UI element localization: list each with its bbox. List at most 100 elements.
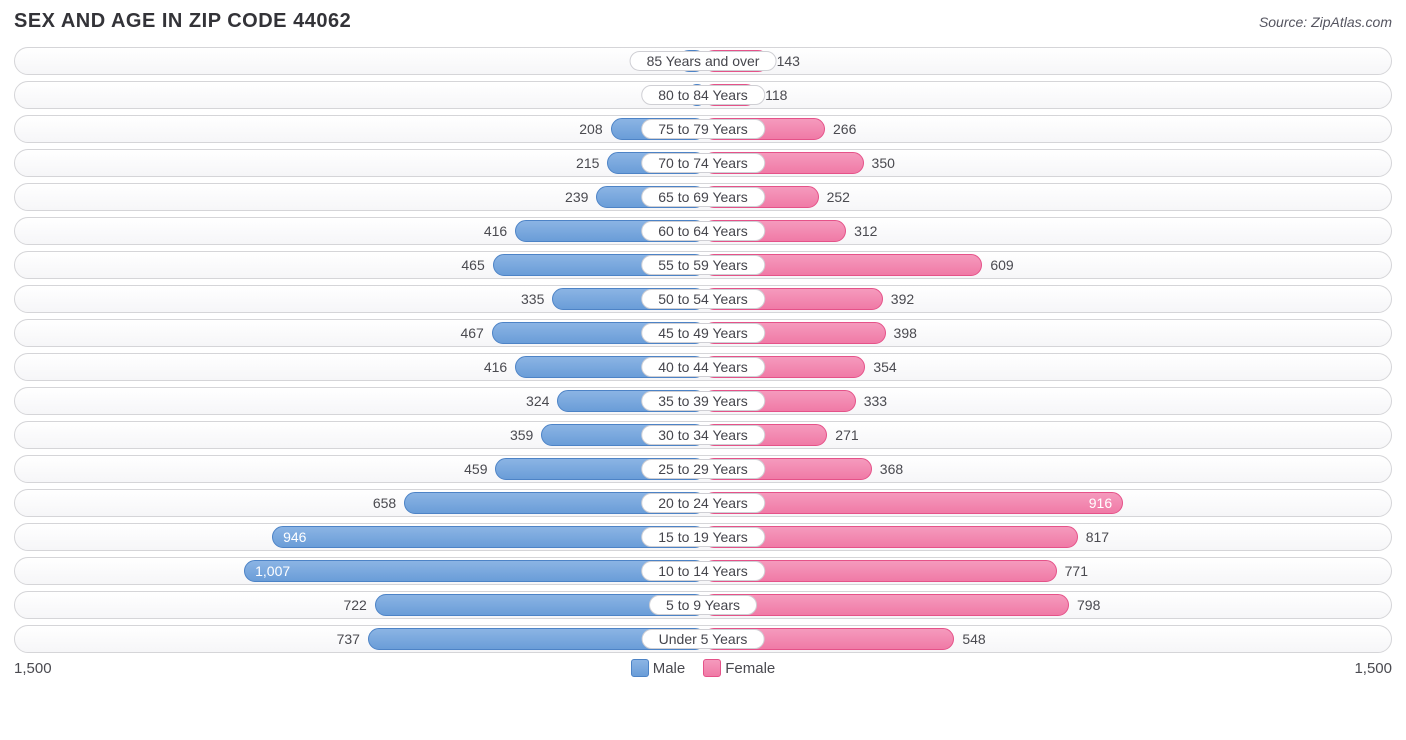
female-half: 609 (703, 254, 1391, 276)
chart-row: 335 39250 to 54 Years (14, 285, 1392, 313)
category-label: 75 to 79 Years (641, 119, 765, 139)
female-value: 916 (1089, 495, 1112, 511)
chart-row: 467 39845 to 49 Years (14, 319, 1392, 347)
female-value: 312 (846, 220, 877, 242)
female-half: 392 (703, 288, 1391, 310)
category-label: 80 to 84 Years (641, 85, 765, 105)
female-value: 548 (954, 628, 985, 650)
male-half: 459 (18, 458, 706, 480)
chart-row: 4011880 to 84 Years (14, 81, 1392, 109)
chart-row: 324 333 35 to 39 Years (14, 387, 1392, 415)
female-half: 118 (703, 84, 1391, 106)
female-half: 368 (703, 458, 1391, 480)
female-value: 333 (856, 390, 887, 412)
female-half: 350 (703, 152, 1391, 174)
chart-row: 1,007 771 10 to 14 Years (14, 557, 1392, 585)
male-value: 416 (484, 220, 515, 242)
male-value: 459 (464, 458, 495, 480)
male-value: 946 (283, 529, 306, 545)
category-label: 65 to 69 Years (641, 187, 765, 207)
female-half: 266 (703, 118, 1391, 140)
female-value: 798 (1069, 594, 1100, 616)
female-value: 266 (825, 118, 856, 140)
male-half: 658 (18, 492, 706, 514)
male-half: 722 (18, 594, 706, 616)
female-half: 798 (703, 594, 1391, 616)
chart-row: 6114385 Years and over (14, 47, 1392, 75)
female-value: 771 (1057, 560, 1088, 582)
male-half: 1,007 (18, 560, 706, 582)
category-label: 25 to 29 Years (641, 459, 765, 479)
chart-row: 239 25265 to 69 Years (14, 183, 1392, 211)
male-value: 324 (526, 390, 557, 412)
category-label: 5 to 9 Years (649, 595, 757, 615)
female-bar (703, 594, 1069, 616)
male-half: 465 (18, 254, 706, 276)
chart-row: 41631260 to 64 Years (14, 217, 1392, 245)
male-half: 40 (18, 84, 706, 106)
male-half: 239 (18, 186, 706, 208)
male-half: 359 (18, 424, 706, 446)
female-bar: 916 (703, 492, 1123, 514)
male-value: 335 (521, 288, 552, 310)
male-value: 416 (484, 356, 515, 378)
male-value: 239 (565, 186, 596, 208)
male-half: 324 (18, 390, 706, 412)
axis-max-left: 1,500 (14, 660, 52, 677)
chart-row: 35927130 to 34 Years (14, 421, 1392, 449)
category-label: 55 to 59 Years (641, 255, 765, 275)
male-value: 658 (373, 492, 404, 514)
category-label: Under 5 Years (642, 629, 765, 649)
legend-female-label: Female (725, 660, 775, 677)
male-value: 359 (510, 424, 541, 446)
axis-max-right: 1,500 (1354, 660, 1392, 677)
male-value: 467 (460, 322, 491, 344)
chart-row: 41635440 to 44 Years (14, 353, 1392, 381)
female-value: 354 (865, 356, 896, 378)
female-half: 398 (703, 322, 1391, 344)
category-label: 45 to 49 Years (641, 323, 765, 343)
male-half: 335 (18, 288, 706, 310)
male-value: 722 (343, 594, 374, 616)
female-value: 350 (864, 152, 895, 174)
chart-source: Source: ZipAtlas.com (1259, 14, 1392, 30)
chart-row: 737 548 Under 5 Years (14, 625, 1392, 653)
category-label: 35 to 39 Years (641, 391, 765, 411)
chart-header: SEX AND AGE IN ZIP CODE 44062 Source: Zi… (14, 10, 1392, 33)
male-value: 208 (579, 118, 610, 140)
chart-row: 21535070 to 74 Years (14, 149, 1392, 177)
male-half: 467 (18, 322, 706, 344)
male-swatch-icon (631, 659, 649, 677)
female-half: 916 (703, 492, 1391, 514)
category-label: 50 to 54 Years (641, 289, 765, 309)
category-label: 15 to 19 Years (641, 527, 765, 547)
female-half: 271 (703, 424, 1391, 446)
male-value: 465 (461, 254, 492, 276)
male-half: 416 (18, 220, 706, 242)
chart-row: 722 798 5 to 9 Years (14, 591, 1392, 619)
category-label: 70 to 74 Years (641, 153, 765, 173)
female-half: 354 (703, 356, 1391, 378)
male-value: 1,007 (255, 563, 290, 579)
female-value: 271 (827, 424, 858, 446)
legend-male-label: Male (653, 660, 686, 677)
chart-row: 459 36825 to 29 Years (14, 455, 1392, 483)
female-value: 609 (982, 254, 1013, 276)
male-value: 737 (337, 628, 368, 650)
population-pyramid-chart: 6114385 Years and over 4011880 to 84 Year… (14, 47, 1392, 653)
chart-row: 465 609 55 to 59 Years (14, 251, 1392, 279)
male-bar: 1,007 (244, 560, 706, 582)
male-half: 737 (18, 628, 706, 650)
female-half: 333 (703, 390, 1391, 412)
chart-legend: Male Female (52, 659, 1355, 677)
legend-male: Male (631, 659, 686, 677)
female-half: 312 (703, 220, 1391, 242)
female-half: 143 (703, 50, 1391, 72)
male-half: 208 (18, 118, 706, 140)
male-half: 61 (18, 50, 706, 72)
female-half: 252 (703, 186, 1391, 208)
chart-footer: 1,500 Male Female 1,500 (14, 659, 1392, 677)
female-half: 817 (703, 526, 1391, 548)
female-half: 548 (703, 628, 1391, 650)
category-label: 10 to 14 Years (641, 561, 765, 581)
